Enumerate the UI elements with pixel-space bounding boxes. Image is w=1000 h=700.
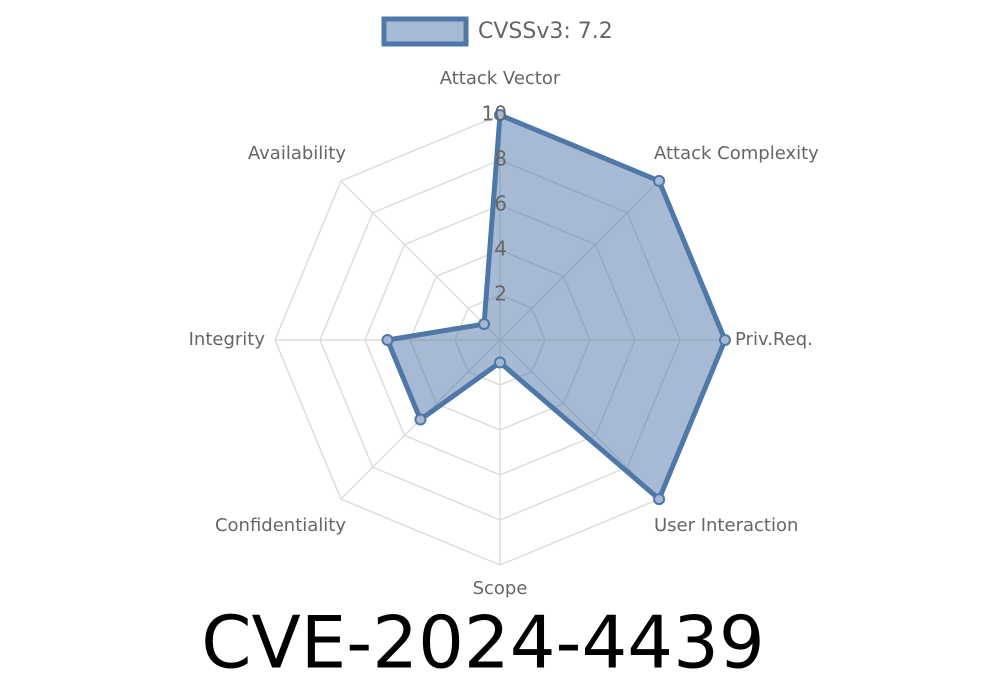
data-point (381, 334, 394, 346)
axis-label: Priv.Req. (735, 329, 813, 350)
spoke (340, 180, 501, 341)
axis-label: Attack Complexity (654, 143, 819, 164)
tick-label: 6 (494, 192, 507, 216)
data-point (494, 109, 506, 121)
axis-label: Confidentiality (215, 515, 346, 536)
data-point (478, 318, 491, 331)
data-point (719, 334, 731, 346)
axis-label: Attack Vector (440, 68, 561, 89)
tick-label: 4 (494, 237, 507, 261)
legend-text: CVSSv3: 7.2 (478, 19, 613, 44)
axis-label: Integrity (189, 329, 266, 350)
tick-label: 10 (482, 102, 507, 126)
radar-area (385, 112, 728, 502)
tick-label: 2 (494, 282, 507, 306)
legend-swatch (381, 16, 469, 47)
axis-label: User Interaction (654, 515, 798, 536)
chart-title: CVE-2024-4439 (201, 601, 764, 685)
axis-label: Scope (473, 578, 528, 599)
data-point (653, 493, 666, 506)
axis-label: Availability (248, 143, 346, 164)
data-point (653, 174, 666, 187)
data-point (494, 356, 506, 369)
data-point (414, 413, 427, 426)
tick-label: 8 (494, 147, 507, 171)
